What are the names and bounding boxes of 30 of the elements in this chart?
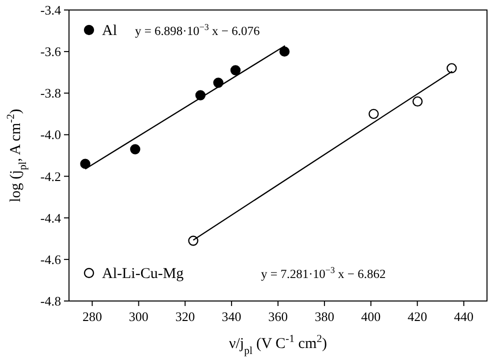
x-tick-label: 300 xyxy=(128,309,148,324)
point xyxy=(80,158,90,169)
x-axis-title: ν/j$_{pl}$ (V C$^{-1}$ cm$^{2}$) xyxy=(228,333,328,357)
x-tick-label: 340 xyxy=(222,309,242,324)
y-tick-label: -3.6 xyxy=(40,44,62,60)
annotation: y = 7.281·10$^{−3}$ x − 6.862 xyxy=(261,265,386,281)
x-tick-label: 380 xyxy=(314,309,334,324)
y-tick-label: -4.6 xyxy=(40,252,62,267)
point xyxy=(230,65,241,76)
point xyxy=(279,46,290,57)
x-tick-label: 420 xyxy=(408,309,428,324)
x-tick-label: 320 xyxy=(175,309,195,324)
y-tick-label: -4.2 xyxy=(40,168,61,184)
point xyxy=(130,144,140,154)
y-tick-label: -3.4 xyxy=(40,2,62,18)
x-tick-label: 280 xyxy=(82,309,102,324)
y-tick-label: -4.0 xyxy=(40,127,61,142)
point xyxy=(188,236,198,246)
point xyxy=(446,63,457,74)
legend-label: Al-Li-Cu-Mg xyxy=(102,266,184,282)
y-tick-label: -4.8 xyxy=(40,294,61,308)
x-tick-label: 360 xyxy=(268,309,288,324)
y-tick-label: -3.8 xyxy=(40,86,61,101)
x-tick-label: 440 xyxy=(454,309,474,324)
y-tick-label: -4.4 xyxy=(40,210,62,226)
point xyxy=(368,108,379,120)
annotation: y = 6.898·10$^{−3}$ x − 6.076 xyxy=(135,22,260,38)
x-tick-label: 400 xyxy=(361,309,381,324)
point xyxy=(412,96,423,107)
legend-label: Al xyxy=(102,23,117,39)
